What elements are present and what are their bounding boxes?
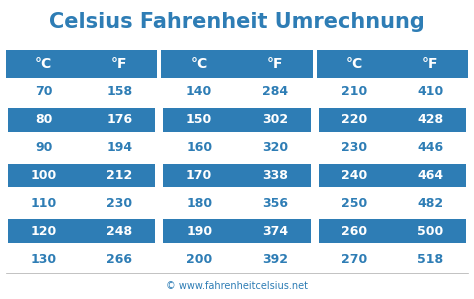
Text: 392: 392 xyxy=(262,253,288,266)
Text: 302: 302 xyxy=(262,113,288,126)
Text: 158: 158 xyxy=(107,85,133,98)
Text: 248: 248 xyxy=(107,225,133,238)
Bar xyxy=(164,164,310,187)
Text: 190: 190 xyxy=(186,225,212,238)
Text: °F: °F xyxy=(422,57,438,71)
Text: 130: 130 xyxy=(31,253,57,266)
Text: 210: 210 xyxy=(341,85,368,98)
Text: 180: 180 xyxy=(186,197,212,210)
Text: 250: 250 xyxy=(341,197,368,210)
Text: 482: 482 xyxy=(417,197,443,210)
Bar xyxy=(319,108,466,132)
Text: 120: 120 xyxy=(31,225,57,238)
Text: 500: 500 xyxy=(417,225,443,238)
Text: 110: 110 xyxy=(31,197,57,210)
Text: 270: 270 xyxy=(341,253,368,266)
Text: 464: 464 xyxy=(417,169,443,182)
Text: © www.fahrenheitcelsius.net: © www.fahrenheitcelsius.net xyxy=(166,281,308,291)
Text: 428: 428 xyxy=(417,113,443,126)
Bar xyxy=(319,219,466,243)
Text: 260: 260 xyxy=(341,225,367,238)
Bar xyxy=(8,164,155,187)
Text: 194: 194 xyxy=(107,141,133,154)
Text: 266: 266 xyxy=(107,253,133,266)
Bar xyxy=(164,108,310,132)
Bar xyxy=(8,219,155,243)
Text: °C: °C xyxy=(191,57,208,71)
Text: 374: 374 xyxy=(262,225,288,238)
Text: °F: °F xyxy=(266,57,283,71)
Text: 212: 212 xyxy=(106,169,133,182)
Text: 220: 220 xyxy=(341,113,368,126)
Text: 176: 176 xyxy=(107,113,133,126)
Text: 170: 170 xyxy=(186,169,212,182)
Text: °F: °F xyxy=(111,57,128,71)
Bar xyxy=(6,50,157,78)
Bar xyxy=(317,50,468,78)
Text: 230: 230 xyxy=(107,197,133,210)
Text: 90: 90 xyxy=(35,141,53,154)
Text: 230: 230 xyxy=(341,141,367,154)
Text: 356: 356 xyxy=(262,197,288,210)
Text: 240: 240 xyxy=(341,169,368,182)
Text: 410: 410 xyxy=(417,85,443,98)
Bar xyxy=(8,108,155,132)
Text: 140: 140 xyxy=(186,85,212,98)
Text: 320: 320 xyxy=(262,141,288,154)
Text: 518: 518 xyxy=(417,253,443,266)
Bar xyxy=(319,164,466,187)
Text: 200: 200 xyxy=(186,253,212,266)
Text: 150: 150 xyxy=(186,113,212,126)
Text: 80: 80 xyxy=(35,113,53,126)
Text: 160: 160 xyxy=(186,141,212,154)
Text: °C: °C xyxy=(346,57,363,71)
Bar xyxy=(161,50,313,78)
Text: 338: 338 xyxy=(262,169,288,182)
Text: 284: 284 xyxy=(262,85,288,98)
Text: 70: 70 xyxy=(35,85,53,98)
Text: Celsius Fahrenheit Umrechnung: Celsius Fahrenheit Umrechnung xyxy=(49,12,425,32)
Text: 446: 446 xyxy=(417,141,443,154)
Text: °C: °C xyxy=(35,57,53,71)
Text: 100: 100 xyxy=(31,169,57,182)
Bar xyxy=(164,219,310,243)
